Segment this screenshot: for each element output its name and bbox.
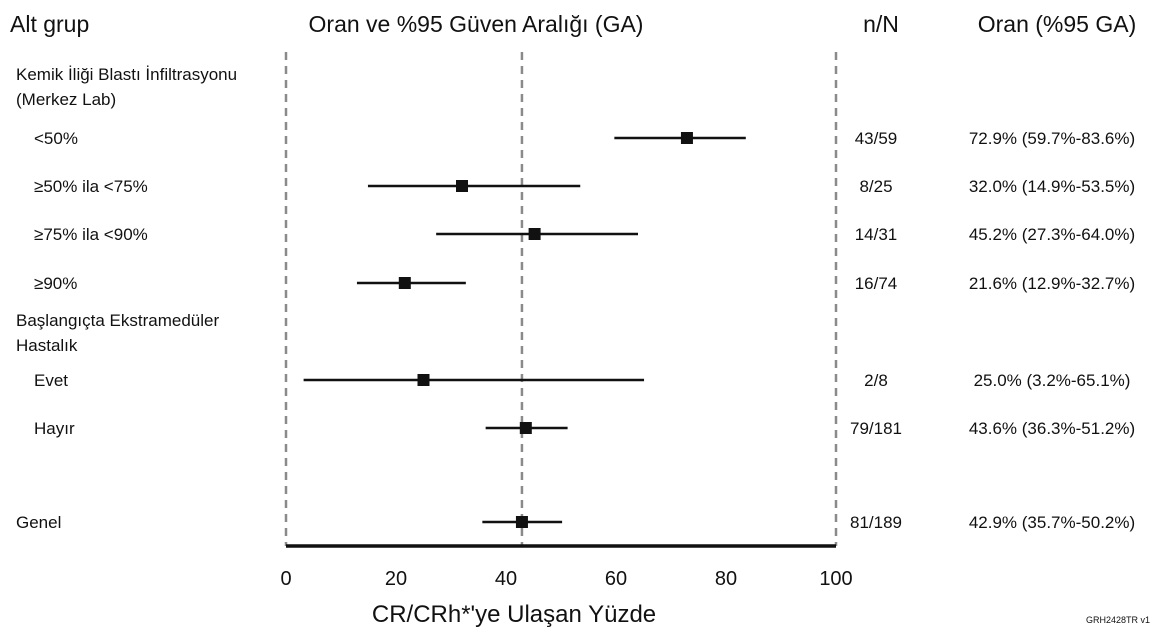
chart-marks: 0 20 40 60 80 100 <50% 43/59 72.9% (59.7%-83.6%)… [16,52,1135,590]
row-nN-value: 43/59 [855,129,898,148]
point-estimate-marker [417,374,430,386]
row-nN-value: 8/25 [859,177,892,196]
row-label: Genel [16,513,61,532]
rate-header: Oran (%95 GA) [978,11,1137,37]
row-label: Evet [34,371,68,390]
group-label-line: Kemik İliği Blastı İnfiltrasyonu [16,65,237,84]
point-estimate-marker [398,277,411,289]
x-tick-label: 20 [385,568,407,590]
row-label: Hayır [34,419,75,438]
row-ci-text: 45.2% (27.3%-64.0%) [969,225,1135,244]
row-label: ≥90% [34,274,77,293]
row-nN-value: 2/8 [864,371,888,390]
row-ci-text: 72.9% (59.7%-83.6%) [969,129,1135,148]
x-tick-label: 40 [495,568,517,590]
row-ci-text: 43.6% (36.3%-51.2%) [969,419,1135,438]
subgroup-header: Alt grup [10,11,89,37]
x-tick-label: 0 [280,568,291,590]
point-estimate-marker [515,516,528,528]
row-label: ≥50% ila <75% [34,177,148,196]
point-estimate-marker [519,422,532,434]
nN-header: n/N [863,11,899,37]
group-label-line: Hastalık [16,336,78,355]
row-ci-text: 42.9% (35.7%-50.2%) [969,513,1135,532]
figure-code: GRH2428TR v1 [1086,615,1150,625]
row-label: <50% [34,129,78,148]
group-label-line: Başlangıçta Ekstramedüler [16,311,219,330]
row-ci-text: 32.0% (14.9%-53.5%) [969,177,1135,196]
x-tick-label: 80 [715,568,737,590]
row-nN-value: 14/31 [855,225,898,244]
x-tick-label: 60 [605,568,627,590]
point-estimate-marker [456,180,468,192]
group-label-line: (Merkez Lab) [16,90,116,109]
row-label: ≥75% ila <90% [34,225,148,244]
point-estimate-marker [680,132,693,144]
plot-header: Oran ve %95 Güven Aralığı (GA) [309,11,644,37]
row-ci-text: 25.0% (3.2%-65.1%) [974,371,1131,390]
point-estimate-marker [528,228,541,240]
x-axis-label: CR/CRh*'ye Ulaşan Yüzde [372,601,656,628]
x-tick-label: 100 [819,568,852,590]
row-nN-value: 81/189 [850,513,902,532]
row-ci-text: 21.6% (12.9%-32.7%) [969,274,1135,293]
row-nN-value: 79/181 [850,419,902,438]
row-nN-value: 16/74 [855,274,898,293]
